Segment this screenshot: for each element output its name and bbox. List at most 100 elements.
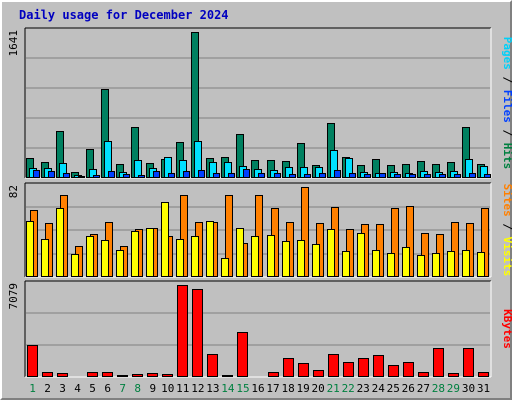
kbytes-bar — [192, 289, 203, 377]
visits-bar — [327, 229, 335, 277]
files-bar — [379, 173, 386, 178]
files-bar — [409, 174, 416, 178]
visits-bar — [26, 221, 34, 277]
visits-bar — [297, 240, 305, 277]
files-bar — [63, 173, 70, 178]
kbytes-bar — [373, 355, 384, 377]
kbytes-bar — [177, 285, 188, 377]
day-label: 18 — [281, 382, 294, 395]
files-bar — [123, 174, 130, 178]
visits-bar — [251, 236, 259, 277]
kbytes-bar — [283, 358, 294, 377]
files-bar — [168, 173, 175, 178]
kbytes-bar — [433, 348, 444, 377]
kbytes-bar — [42, 372, 53, 377]
legend-entry: Visits — [501, 237, 512, 277]
kbytes-bar — [328, 354, 339, 377]
day-label: 4 — [74, 382, 81, 395]
files-bar — [228, 173, 235, 178]
kbytes-bar — [358, 358, 369, 377]
day-label: 23 — [357, 382, 370, 395]
day-label: 30 — [462, 382, 475, 395]
kbytes-bar — [343, 362, 354, 377]
kbytes-bar — [132, 374, 143, 377]
files-bar — [334, 170, 341, 178]
visits-bar — [282, 241, 290, 277]
kbytes-bar — [403, 362, 414, 377]
visits-bar — [387, 253, 395, 277]
files-bar — [424, 174, 431, 178]
day-label: 7 — [119, 382, 126, 395]
visits-bar — [191, 236, 199, 277]
kbytes-bar — [117, 375, 128, 377]
series-legend: KBytes — [501, 309, 512, 349]
files-bar — [108, 171, 115, 178]
kbytes-bar — [162, 374, 173, 377]
kbytes-bar — [418, 372, 429, 377]
files-bar — [48, 171, 55, 178]
day-label: 8 — [134, 382, 141, 395]
day-label: 3 — [59, 382, 66, 395]
legend-entry: Hits — [501, 143, 512, 170]
visits-bar — [221, 258, 229, 277]
day-label: 25 — [387, 382, 400, 395]
day-label: 5 — [89, 382, 96, 395]
day-label: 9 — [149, 382, 156, 395]
legend-entry: Files — [501, 90, 512, 123]
day-label: 26 — [402, 382, 415, 395]
kbytes-bar — [57, 373, 68, 377]
y-max-label: 7079 — [7, 283, 20, 310]
visits-bar — [372, 250, 380, 277]
series-legend: Pages / Files / Hits — [501, 37, 512, 170]
kbytes-bar — [298, 363, 309, 377]
files-bar — [274, 173, 281, 178]
kbytes-bar — [222, 375, 233, 377]
y-max-label: 82 — [7, 185, 20, 198]
day-label: 20 — [311, 382, 324, 395]
visits-bar — [86, 236, 94, 277]
visits-bar — [71, 254, 79, 277]
files-bar — [33, 170, 40, 178]
kbytes-bar — [237, 332, 248, 377]
files-bar — [454, 174, 461, 178]
kbytes-bar — [268, 372, 279, 377]
kbytes-bar — [87, 372, 98, 377]
visits-bar — [342, 251, 350, 277]
kbytes-bar — [478, 372, 489, 377]
visits-bar — [462, 250, 470, 277]
day-label: 15 — [236, 382, 249, 395]
day-label: 31 — [477, 382, 490, 395]
kbytes-bar — [27, 345, 38, 377]
visits-bar — [101, 240, 109, 277]
day-label: 27 — [417, 382, 430, 395]
files-bar — [469, 173, 476, 178]
legend-entry: KBytes — [501, 309, 512, 349]
day-label: 16 — [251, 382, 264, 395]
kbytes-bar — [448, 373, 459, 377]
files-bar — [484, 174, 491, 178]
files-bar — [153, 171, 160, 178]
visits-bar — [417, 255, 425, 277]
files-bar — [439, 174, 446, 178]
visits-bar — [477, 252, 485, 277]
day-label: 11 — [176, 382, 189, 395]
files-bar — [183, 171, 190, 178]
visits-bar — [116, 250, 124, 277]
day-label: 29 — [447, 382, 460, 395]
kbytes-bar — [388, 365, 399, 377]
visits-bar — [267, 235, 275, 277]
files-bar — [138, 175, 145, 178]
kbytes-bar — [313, 370, 324, 377]
visits-bar — [357, 233, 365, 277]
files-bar — [304, 174, 311, 178]
files-bar — [198, 170, 205, 178]
day-label: 22 — [342, 382, 355, 395]
kbytes-bar — [147, 373, 158, 377]
files-bar — [243, 169, 250, 178]
legend-entry: Sites — [501, 184, 512, 217]
day-label: 24 — [372, 382, 386, 395]
day-label: 17 — [266, 382, 279, 395]
day-label: 12 — [191, 382, 204, 395]
day-label: 6 — [104, 382, 111, 395]
